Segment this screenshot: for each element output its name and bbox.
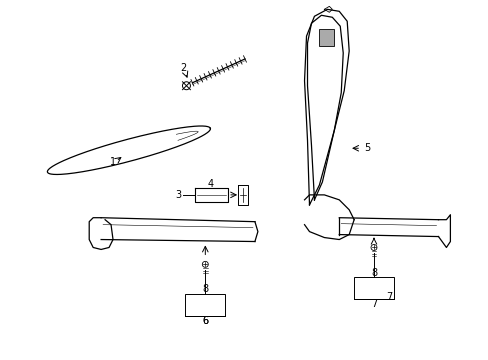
- Text: 6: 6: [202, 316, 208, 326]
- Text: 3: 3: [175, 190, 181, 200]
- Text: 7: 7: [370, 299, 376, 309]
- Text: 8: 8: [370, 268, 376, 278]
- Bar: [185, 294, 224, 316]
- Text: 8: 8: [202, 284, 208, 294]
- Bar: [353, 277, 393, 299]
- Text: 2: 2: [180, 63, 186, 73]
- Text: 1: 1: [110, 157, 116, 167]
- Polygon shape: [319, 29, 334, 46]
- Text: 6: 6: [202, 316, 208, 326]
- Text: 4: 4: [207, 179, 213, 189]
- Text: 5: 5: [363, 143, 369, 153]
- Text: 7: 7: [385, 292, 391, 302]
